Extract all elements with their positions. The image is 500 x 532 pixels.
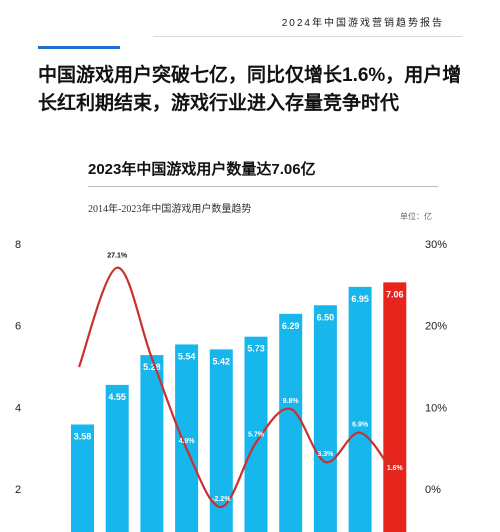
bar-value-label-2022: 6.95	[351, 294, 369, 304]
bar-2019	[244, 336, 268, 532]
left-axis-tick: 2	[15, 484, 21, 496]
bar-value-label-2019: 5.73	[247, 344, 265, 354]
left-axis: 2 4 6 8	[15, 239, 21, 496]
growth-rate-label-2019: 5.7%	[248, 431, 265, 438]
bar-value-label-2016: 5.28	[143, 362, 161, 372]
left-axis-tick: 6	[15, 321, 21, 333]
bar-2017	[175, 344, 199, 532]
bar-value-label-2020: 6.29	[282, 321, 300, 331]
bar-2018	[209, 349, 233, 532]
bar-value-label-2023: 7.06	[386, 289, 404, 299]
right-axis-tick: 10%	[425, 402, 447, 414]
growth-rate-series: 27.1% 4.9% -2.2% 5.7% 9.8% 3.3% 6.9% 1.6%	[77, 253, 404, 509]
bar-2014	[71, 424, 94, 532]
header-divider	[153, 36, 462, 37]
growth-rate-label-2021: 3.3%	[317, 451, 334, 458]
growth-rate-label-2017: 4.9%	[179, 438, 196, 445]
chart-unit-label: 单位：亿	[400, 212, 432, 221]
growth-rate-label-2018: -2.2%	[212, 496, 231, 503]
bar-2021	[313, 305, 337, 532]
chart-subtitle: 2014年-2023年中国游戏用户数量趋势	[88, 204, 252, 215]
bar-value-label-2014: 3.58	[74, 431, 92, 441]
right-axis: 0% 10% 20% 30%	[425, 239, 447, 496]
bar-value-label-2018: 5.42	[213, 356, 231, 366]
bar-2022	[348, 286, 372, 532]
right-axis-tick: 0%	[425, 484, 441, 496]
report-header: 2024年中国游戏营销趋势报告	[0, 0, 500, 42]
growth-rate-label-2023: 1.6%	[387, 465, 404, 472]
left-axis-tick: 8	[15, 239, 21, 251]
report-title: 2024年中国游戏营销趋势报告	[281, 18, 444, 29]
bar-value-label-2017: 5.54	[178, 351, 196, 361]
right-axis-tick: 20%	[425, 321, 447, 333]
growth-rate-label-2015: 27.1%	[107, 253, 128, 260]
chart-title: 2023年中国游戏用户数量达7.06亿	[88, 161, 316, 178]
bar-series: 3.58 4.55 5.28 5.54 5.42 5.73 6.29 6.50 6.95 7.06	[71, 282, 407, 532]
bar-2020	[279, 313, 303, 532]
growth-rate-label-2020: 9.8%	[283, 398, 300, 405]
left-axis-tick: 4	[15, 402, 21, 414]
bar-2015	[105, 384, 129, 532]
headline-accent-bar	[38, 46, 120, 49]
growth-rate-label-2022: 6.9%	[352, 422, 369, 429]
bar-2023	[383, 282, 407, 532]
headline: 中国游戏用户突破七亿，同比仅增长1.6%，用户增长红利期结束，游戏行业进入存量竞…	[38, 65, 462, 114]
bar-value-label-2015: 4.55	[108, 392, 126, 402]
growth-rate-line	[77, 266, 396, 509]
right-axis-tick: 30%	[425, 239, 447, 251]
chart-title-divider	[88, 186, 438, 187]
bar-2016	[140, 355, 164, 532]
bar-value-label-2021: 6.50	[317, 312, 335, 322]
